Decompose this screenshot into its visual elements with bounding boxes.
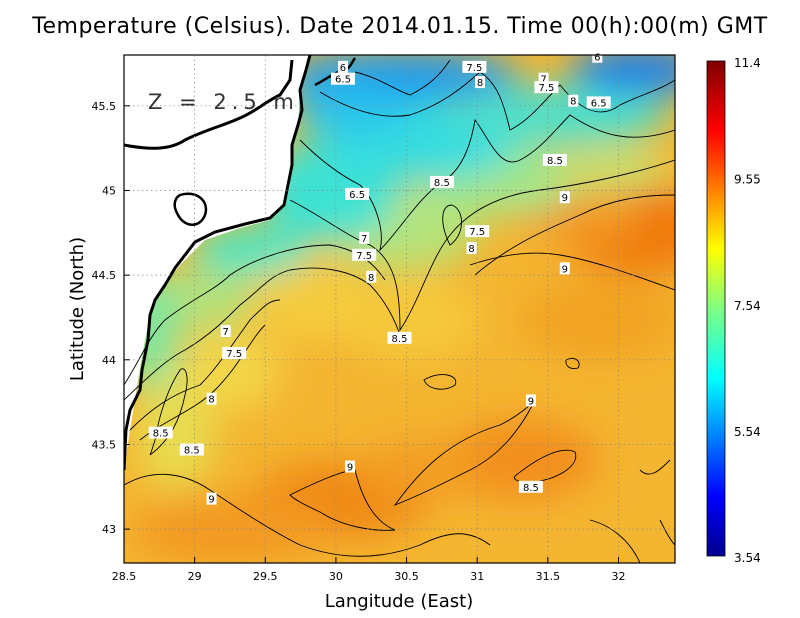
contour-label-bg [352,248,377,261]
contour-label-bg [345,460,356,473]
contour-label-bg [206,392,217,405]
x-tick-label: 32 [611,570,625,583]
y-tick-label: 44.5 [92,269,117,282]
chart-title: Temperature (Celsius). Date 2014.01.15. … [32,14,768,39]
contour-label-bg [466,242,477,255]
contour-label: 7.5 [466,63,482,74]
contour-label: 6 [594,53,600,64]
contour-label: 7.5 [538,83,554,94]
colorbar-ticks: 11.4 9.55 7.54 5.54 3.54 [734,56,761,565]
contour-label: 9 [562,193,568,204]
contour-label: 9 [347,462,353,473]
colorbar-tick-label: 11.4 [734,56,761,70]
contour-label-bg [518,480,543,493]
x-tick-label: 30.5 [394,570,419,583]
x-tick-label: 31 [470,570,484,583]
contour-label-bg [586,96,611,109]
temperature-field: Z = 2.5 m [124,55,675,563]
contour-label-bg [148,426,173,439]
contour-label: 9 [208,495,214,506]
colorbar: 11.4 9.55 7.54 5.54 3.54 [706,56,761,565]
depth-annotation: Z = 2.5 m [148,90,299,114]
contour-label: 6.5 [591,98,607,109]
contour-label-bg [538,72,549,85]
contour-label-bg [345,187,370,200]
contour-label: 7 [540,75,546,86]
contour-label: 9 [528,396,534,407]
y-tick-label: 45.5 [92,100,117,113]
contour-label: 6.5 [335,75,351,86]
contour-label-bg [525,394,536,407]
contour-label: 8 [208,395,214,406]
contour-label-bg [429,176,454,188]
contour-label-bg [559,262,570,275]
contour-label-bg [462,60,487,73]
y-axis: 43 43.5 44 44.5 45 45.5 [92,100,130,536]
contour-label-bg [387,331,412,344]
y-axis-label: Latitude (North) [67,237,88,381]
contour-label: 8 [570,97,576,108]
colorbar-tick-label: 9.55 [734,173,761,187]
colorbar-tick-label: 3.54 [734,551,761,565]
contour-label: 6 [340,63,346,74]
x-tick-label: 31.5 [536,570,561,583]
contour-label-bg [534,81,559,94]
colorbar-tick-label: 5.54 [734,425,761,439]
contour-label-bg [359,231,370,244]
x-tick-label: 28.5 [112,570,137,583]
x-axis-label: Langitude (East) [325,591,473,612]
y-tick-label: 43.5 [92,438,117,451]
contour-label-bg [542,153,567,166]
x-tick-label: 30 [329,570,343,583]
x-axis: 28.5 29 29.5 30 30.5 31 31.5 32 [112,557,625,583]
contour-label-bg [206,492,217,505]
contour-label: 8.5 [434,178,450,189]
contour-label-bg [568,94,579,107]
contour-label: 7.5 [356,251,372,262]
contour-label: 7 [361,234,367,245]
contour-label: 7.5 [469,227,485,238]
contour-label: 8 [468,244,474,255]
contour-label: 8.5 [547,156,563,167]
contour-label-bg [222,347,247,360]
plot-frame [123,54,676,564]
contour-label-bg [179,443,204,456]
x-tick-label: 29 [188,570,202,583]
contour-label: 8 [368,273,374,284]
y-tick-label: 45 [102,184,116,197]
contour-label: 8 [477,78,483,89]
contour-label-bg [465,225,490,238]
colorbar-gradient [706,60,726,557]
grid-lines [124,55,675,563]
contour-label: 6.5 [349,190,365,201]
contour-label-bg [592,50,603,63]
contour-label-bg [366,270,377,283]
x-tick-label: 29.5 [253,570,278,583]
contour-label: 7.5 [226,349,242,360]
y-tick-label: 43 [102,523,116,536]
y-tick-label: 44 [102,354,116,367]
colorbar-tick-label: 7.54 [734,299,761,313]
contour-label: 7 [223,327,229,338]
contour-label-bg [475,76,486,89]
contour-label-bg [220,325,231,338]
contour-label: 8.5 [184,446,200,457]
contour-label: 8.5 [153,429,169,440]
contour-label-bg [330,72,355,85]
contour-label-bg [337,60,348,73]
contour-label: 8.5 [523,483,539,494]
contour-label-bg [559,191,570,204]
contour-labels: 66.57.58 77.568 6.58.56.58.597.5787.5988.5… [148,50,611,506]
contour-label: 8.5 [392,334,408,345]
contour-label: 9 [562,264,568,275]
